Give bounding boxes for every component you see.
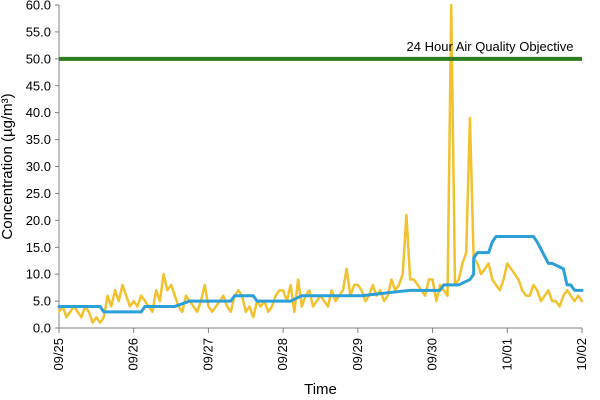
x-tick-label: 10/01 [499, 338, 514, 371]
y-tick-label: 55.0 [26, 24, 51, 39]
x-tick-label: 09/25 [51, 338, 66, 371]
y-tick-label: 10.0 [26, 267, 51, 282]
x-tick-label: 09/30 [425, 338, 440, 371]
x-tick-label: 09/26 [126, 338, 141, 371]
y-tick-label: 45.0 [26, 78, 51, 93]
y-tick-label: 50.0 [26, 51, 51, 66]
y-axis-title: Concentration (µg/m³) [0, 93, 16, 239]
y-axis-ticks: 0.0 5.0 10.0 15.0 20.0 25.0 30.0 35.0 40.0 45.0 50… [26, 0, 59, 336]
x-tick-label: 09/28 [275, 338, 290, 371]
objective-label: 24 Hour Air Quality Objective [407, 39, 574, 54]
y-tick-label: 60.0 [26, 0, 51, 13]
y-tick-label: 0.0 [33, 321, 51, 336]
y-tick-label: 30.0 [26, 159, 51, 174]
y-tick-label: 40.0 [26, 105, 51, 120]
x-tick-label: 09/29 [350, 338, 365, 371]
y-tick-label: 20.0 [26, 213, 51, 228]
x-tick-label: 09/27 [200, 338, 215, 371]
objective-layer: 24 Hour Air Quality Objective [59, 39, 582, 61]
series-layer [57, 3, 584, 324]
series-line-rolling [57, 234, 584, 314]
plot-area: 0.0 5.0 10.0 15.0 20.0 25.0 30.0 35.0 40.0 45.0 50… [26, 0, 589, 371]
x-tick-label: 10/02 [574, 338, 589, 371]
x-axis-title: Time [304, 381, 337, 398]
y-tick-label: 35.0 [26, 132, 51, 147]
y-tick-label: 15.0 [26, 240, 51, 255]
y-tick-label: 25.0 [26, 186, 51, 201]
y-tick-label: 5.0 [33, 294, 51, 309]
x-axis-ticks: 09/25 09/26 09/27 09/28 09/29 09/30 10/01 10/02 [51, 328, 589, 371]
